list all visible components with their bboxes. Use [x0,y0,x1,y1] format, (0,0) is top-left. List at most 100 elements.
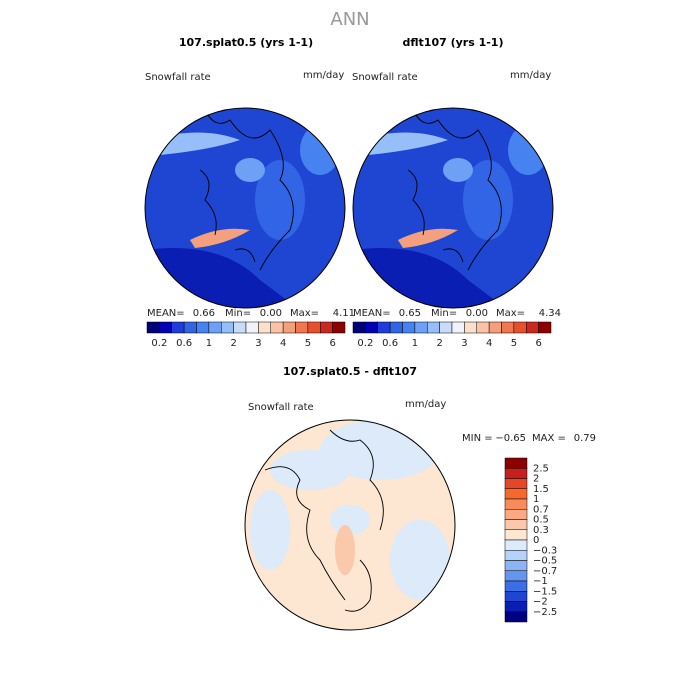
colorbar-label: 3 [255,338,261,349]
stat-label: MAX = [532,433,566,444]
stat-label: MEAN= [147,308,185,319]
colorbar-swatch [464,321,477,334]
colorbar-swatch [439,321,453,334]
colorbar-swatch [504,468,528,479]
units-label: mm/day [303,70,344,81]
colorbar-swatch [504,488,528,500]
colorbar-swatch [320,321,333,334]
colorbar-swatch [352,321,366,334]
stat-value: 0.79 [574,433,596,444]
colorbar-swatch [504,539,528,551]
colorbar-swatch [504,611,528,623]
colorbar-swatch [513,321,527,334]
colorbar-label: 0.3 [533,525,549,536]
variable-label: Snowfall rate [352,72,418,83]
stat-label: Min= [225,308,251,319]
colorbar-swatch [332,321,346,334]
colorbar-label: 0.5 [533,515,549,526]
colorbar-label: 4 [280,338,286,349]
colorbar-label: 0.2 [151,338,167,349]
colorbar-swatch [414,321,428,334]
colorbar-swatch [504,560,528,571]
colorbar-label: 1 [533,494,539,505]
variable-label: Snowfall rate [145,72,211,83]
colorbar-swatch [504,580,528,592]
stat-label: Min= [431,308,457,319]
colorbar-swatch [307,321,321,334]
stat-label: Max= [290,308,319,319]
stat-value: 0.65 [399,308,421,319]
map [353,108,553,308]
colorbar-swatch [504,457,528,469]
colorbar-label: −1 [533,576,548,587]
colorbar-label: 4 [486,338,492,349]
colorbar-swatch [504,550,528,561]
colorbar-label: −0.5 [533,556,557,567]
colorbar-label: 2 [436,338,442,349]
colorbar-label: 0.2 [357,338,373,349]
stat-value: 0.00 [466,308,488,319]
colorbar-swatch [476,321,490,334]
colorbar-swatch [488,321,502,334]
colorbar-label: −0.7 [533,566,557,577]
colorbar-swatch [389,321,403,334]
colorbar-label: 5 [305,338,311,349]
colorbar-swatch [365,321,378,334]
colorbar-swatch [526,321,539,334]
colorbar-label: 0.7 [533,504,549,515]
colorbar-swatch [196,321,210,334]
colorbar-swatch [282,321,296,334]
map-border [144,107,346,309]
colorbar-label: 1 [412,338,418,349]
map-border [244,419,456,631]
colorbar-swatch [402,321,416,334]
colorbar-swatch [504,570,528,582]
colorbar-swatch [504,591,528,602]
map [145,108,345,308]
colorbar-swatch [504,601,528,612]
colorbar-label: 6 [329,338,335,349]
stat-label: MEAN= [353,308,391,319]
stat-value: 4.11 [333,308,355,319]
panel-title: dflt107 (yrs 1-1) [403,36,504,49]
colorbar-swatch [504,498,528,510]
map-border [352,107,554,309]
colorbar-swatch [270,321,284,334]
colorbar-label: 5 [511,338,517,349]
colorbar-label: −2 [533,597,548,608]
stat-value: −0.65 [495,433,526,444]
figure-title: ANN [330,9,369,30]
stat-label: MIN = [462,433,493,444]
colorbar-label: −0.3 [533,545,557,556]
colorbar-label: 3 [461,338,467,349]
colorbar-swatch [221,321,234,334]
colorbar-swatch [427,321,440,334]
stat-value: 4.34 [539,308,561,319]
colorbar-swatch [504,529,528,541]
colorbar-label: 0.6 [382,338,398,349]
colorbar-swatch [183,321,197,334]
colorbar-swatch [504,509,528,520]
stat-value: 0.66 [193,308,215,319]
colorbar-swatch [171,321,185,334]
colorbar-swatch [538,321,552,334]
colorbar-label: 1 [206,338,212,349]
map [245,420,455,630]
colorbar-label: 2.5 [533,463,549,474]
colorbar-swatch [504,519,528,530]
colorbar-label: 2 [533,474,539,485]
stat-value: 0.00 [260,308,282,319]
colorbar-swatch [208,321,222,334]
colorbar-swatch [295,321,309,334]
colorbar-label: 0 [533,535,539,546]
colorbar-label: 1.5 [533,484,549,495]
panel-title: 107.splat0.5 - dflt107 [283,365,417,378]
colorbar-swatch [504,478,528,489]
variable-label: Snowfall rate [248,402,314,413]
stat-label: Max= [496,308,525,319]
colorbar-label: −1.5 [533,586,557,597]
colorbar-swatch [451,321,465,334]
colorbar-swatch [233,321,247,334]
